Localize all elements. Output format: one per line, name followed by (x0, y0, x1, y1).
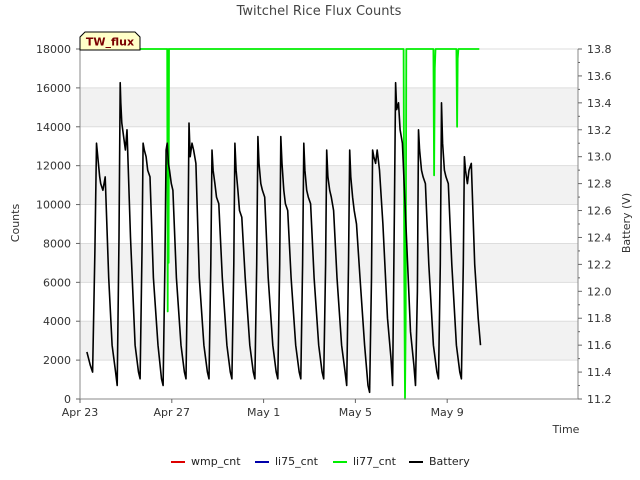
y2-tick-label: 12.8 (587, 178, 612, 191)
legend-label-li75-cnt: li75_cnt (275, 455, 319, 468)
y2-tick-label: 11.4 (587, 366, 612, 379)
y2-tick-label: 13.6 (587, 70, 612, 83)
y2-tick-label: 13.4 (587, 97, 612, 110)
y2-axis-ticks: 11.2 11.4 11.6 11.8 12.0 12.2 12.4 12.6 12.8 13.0… (578, 43, 612, 406)
y-tick-label: 6000 (43, 276, 71, 289)
y-tick-label: 16000 (36, 82, 71, 95)
series-line-li77-cnt (80, 48, 480, 400)
y2-axis-label: Battery (V) (620, 193, 633, 253)
legend: wmp_cnt li75_cnt li77_cnt Battery (171, 455, 470, 468)
plot-band (80, 321, 578, 361)
x-tick-label: May 1 (247, 406, 280, 419)
chart-title: Twitchel Rice Flux Counts (236, 4, 402, 19)
y2-tick-label: 12.6 (587, 205, 612, 218)
y-tick-label: 10000 (36, 199, 71, 212)
y-tick-label: 14000 (36, 121, 71, 134)
y2-tick-label: 12.4 (587, 231, 612, 244)
x-axis-label: Time (552, 423, 580, 436)
y2-tick-label: 12.2 (587, 258, 612, 271)
y-axis-label: Counts (9, 204, 22, 243)
y-tick-label: 4000 (43, 315, 71, 328)
legend-label-battery: Battery (429, 455, 470, 468)
y-tick-label: 0 (64, 393, 71, 406)
y-tick-label: 18000 (36, 43, 71, 56)
grid-lines (80, 48, 578, 400)
series-layer (80, 48, 482, 400)
plot-band (80, 243, 578, 283)
y-tick-label: 2000 (43, 354, 71, 367)
series-line-battery (86, 81, 482, 394)
y-tick-label: 12000 (36, 160, 71, 173)
y2-tick-label: 13.0 (587, 151, 612, 164)
legend-label-li77-cnt: li77_cnt (353, 455, 397, 468)
y2-tick-label: 13.8 (587, 43, 612, 56)
y2-tick-label: 12.0 (587, 285, 612, 298)
site-tag-box (79, 31, 141, 51)
legend-label-wmp-cnt: wmp_cnt (191, 455, 241, 468)
plot-band (80, 87, 578, 127)
y2-tick-label: 13.2 (587, 124, 612, 137)
x-axis-ticks: Apr 23 Apr 27 May 1 May 5 May 9 (62, 399, 464, 419)
y2-tick-label: 11.8 (587, 312, 612, 325)
y-axis-ticks: 0 2000 4000 6000 8000 10000 12000 14000 16000 180… (36, 43, 80, 406)
x-tick-label: Apr 27 (154, 406, 191, 419)
x-tick-label: Apr 23 (62, 406, 99, 419)
y2-tick-label: 11.6 (587, 339, 612, 352)
plot-bands (80, 49, 578, 399)
x-tick-label: May 9 (431, 406, 464, 419)
site-tag: TW_flux (79, 31, 141, 51)
y-tick-label: 8000 (43, 237, 71, 250)
x-tick-label: May 5 (339, 406, 372, 419)
y2-tick-label: 11.2 (587, 393, 612, 406)
site-tag-label: TW_flux (86, 36, 134, 49)
